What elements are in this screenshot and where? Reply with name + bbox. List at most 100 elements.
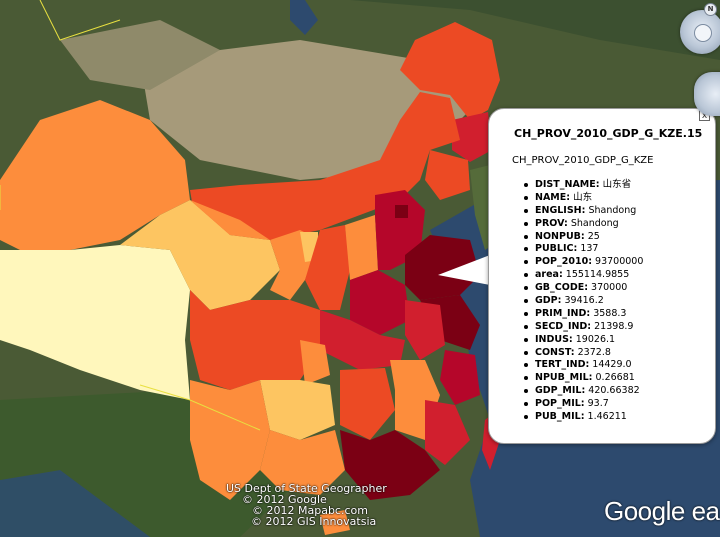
desert-terrain xyxy=(60,20,220,90)
balloon-subtitle: CH_PROV_2010_GDP_G_KZE xyxy=(512,155,654,166)
attribute-key: PUBLIC: xyxy=(535,243,578,255)
province-anhui xyxy=(405,300,445,360)
attribute-value: 420.66382 xyxy=(588,385,640,397)
attribute-item: TERT_IND: 14429.0 xyxy=(522,359,643,372)
attribute-value: 21398.9 xyxy=(594,320,634,332)
attribute-item: ENGLISH: Shandong xyxy=(522,205,643,218)
province-beijing xyxy=(395,205,408,218)
province-guangdong xyxy=(340,430,440,500)
province-shanxi xyxy=(345,215,378,280)
attribute-value: 0.26681 xyxy=(595,372,635,384)
north-up-button[interactable]: N xyxy=(704,3,717,16)
attribute-key: DIST_NAME: xyxy=(535,179,600,190)
province-tibet xyxy=(0,245,190,400)
attribute-key: TERT_IND: xyxy=(535,359,590,371)
attribute-list: DIST_NAME: 山东省 NAME: 山东 ENGLISH: Shandong P… xyxy=(522,179,643,424)
attribute-item: GB_CODE: 370000 xyxy=(522,282,643,295)
province-inner-mongolia xyxy=(190,92,460,240)
attribute-key: NONPUB: xyxy=(535,230,585,242)
province-xinjiang xyxy=(0,100,190,250)
attribute-value: 137 xyxy=(580,243,599,255)
attribute-item: GDP: 39416.2 xyxy=(522,295,643,308)
province-hainan xyxy=(320,510,350,535)
attribute-value: 25 xyxy=(587,230,600,242)
attribute-key: GB_CODE: xyxy=(535,282,589,294)
province-shandong xyxy=(405,235,480,300)
lake xyxy=(290,0,318,35)
attribute-item: NPUB_MIL: 0.26681 xyxy=(522,372,643,385)
attribute-key: GDP: xyxy=(535,295,562,307)
attribute-item: PUBLIC: 137 xyxy=(522,243,643,256)
attribute-value: 39416.2 xyxy=(564,295,604,307)
attribute-item: PRIM_IND: 3588.3 xyxy=(522,308,643,321)
province-hubei xyxy=(320,310,405,370)
google-earth-logo: Google earth xyxy=(604,496,720,526)
credit-line: US Dept of State Geographer xyxy=(226,482,387,495)
province-yunnan xyxy=(190,380,270,500)
attribute-key: NAME: xyxy=(535,191,571,203)
province-qinghai xyxy=(120,200,280,310)
province-zhejiang xyxy=(440,350,480,405)
attribute-value: 19026.1 xyxy=(575,333,616,345)
attribute-item: DIST_NAME: 山东省 xyxy=(522,179,643,192)
attribute-key: NPUB_MIL: xyxy=(535,372,593,384)
province-sichuan xyxy=(190,290,320,390)
mountain-terrain xyxy=(0,0,720,60)
attribute-value: 山东 xyxy=(573,191,593,203)
look-navigation-control[interactable] xyxy=(680,10,720,54)
border-line xyxy=(0,0,261,431)
attribute-value: 93.7 xyxy=(587,398,609,410)
attribute-key: PROV: xyxy=(535,217,568,229)
attribute-key: PUB_MIL: xyxy=(535,411,585,423)
province-guizhou xyxy=(260,380,335,440)
attribute-key: SECD_IND: xyxy=(535,320,592,332)
province-fujian xyxy=(425,400,470,465)
attribute-item: POP_MIL: 93.7 xyxy=(522,398,643,411)
attribute-key: PRIM_IND: xyxy=(535,307,591,319)
attribute-item: NONPUB: 25 xyxy=(522,231,643,244)
attribute-value: 370000 xyxy=(591,282,628,294)
attribute-value: 1.46211 xyxy=(587,411,627,423)
attribute-item: area: 155114.9855 xyxy=(522,269,643,282)
attribute-value: 93700000 xyxy=(595,256,644,268)
attribute-key: POP_2010: xyxy=(535,256,592,268)
attribute-item: SECD_IND: 21398.9 xyxy=(522,321,643,334)
attribute-key: GDP_MIL: xyxy=(535,385,586,397)
province-henan xyxy=(350,270,410,335)
look-joystick-icon[interactable] xyxy=(694,24,712,42)
attribute-key: INDUS: xyxy=(535,333,573,345)
attribute-value: 山东省 xyxy=(602,179,632,190)
province-guangxi xyxy=(260,430,345,495)
attribute-key: CONST: xyxy=(535,346,575,358)
credit-line: © 2012 Google xyxy=(242,493,327,506)
attribute-item: NAME: 山东 xyxy=(522,192,643,205)
attribute-value: 155114.9855 xyxy=(565,269,630,281)
province-heilongjiang xyxy=(400,22,500,120)
province-chongqing xyxy=(300,340,330,385)
attribute-value: Shandong xyxy=(588,204,637,216)
attribute-item: PUB_MIL: 1.46211 xyxy=(522,411,643,424)
province-shaanxi xyxy=(305,225,350,310)
attribute-item: PROV: Shandong xyxy=(522,218,643,231)
province-hunan xyxy=(340,368,395,440)
attribute-item: INDUS: 19026.1 xyxy=(522,334,643,347)
province-liaoning xyxy=(425,150,470,200)
province-jilin xyxy=(452,112,492,162)
map-credits: US Dept of State Geographer © 2012 Googl… xyxy=(226,483,387,527)
attribute-item: POP_2010: 93700000 xyxy=(522,256,643,269)
balloon-pointer xyxy=(438,255,490,285)
credit-line: © 2012 GIS Innovatsia xyxy=(251,515,377,528)
attribute-item: CONST: 2372.8 xyxy=(522,347,643,360)
balloon-title: CH_PROV_2010_GDP_G_KZE.15 xyxy=(514,127,703,140)
attribute-key: ENGLISH: xyxy=(535,204,586,216)
attribute-value: Shandong xyxy=(570,217,619,229)
move-navigation-control[interactable] xyxy=(694,72,720,116)
attribute-key: POP_MIL: xyxy=(535,398,585,410)
attribute-item: GDP_MIL: 420.66382 xyxy=(522,385,643,398)
attribute-value: 2372.8 xyxy=(577,346,611,358)
attribute-value: 3588.3 xyxy=(593,307,627,319)
credit-line: © 2012 Mapabc.com xyxy=(252,504,368,517)
province-gansu xyxy=(190,200,320,300)
attribute-value: 14429.0 xyxy=(592,359,632,371)
attribute-key: area: xyxy=(535,269,563,281)
